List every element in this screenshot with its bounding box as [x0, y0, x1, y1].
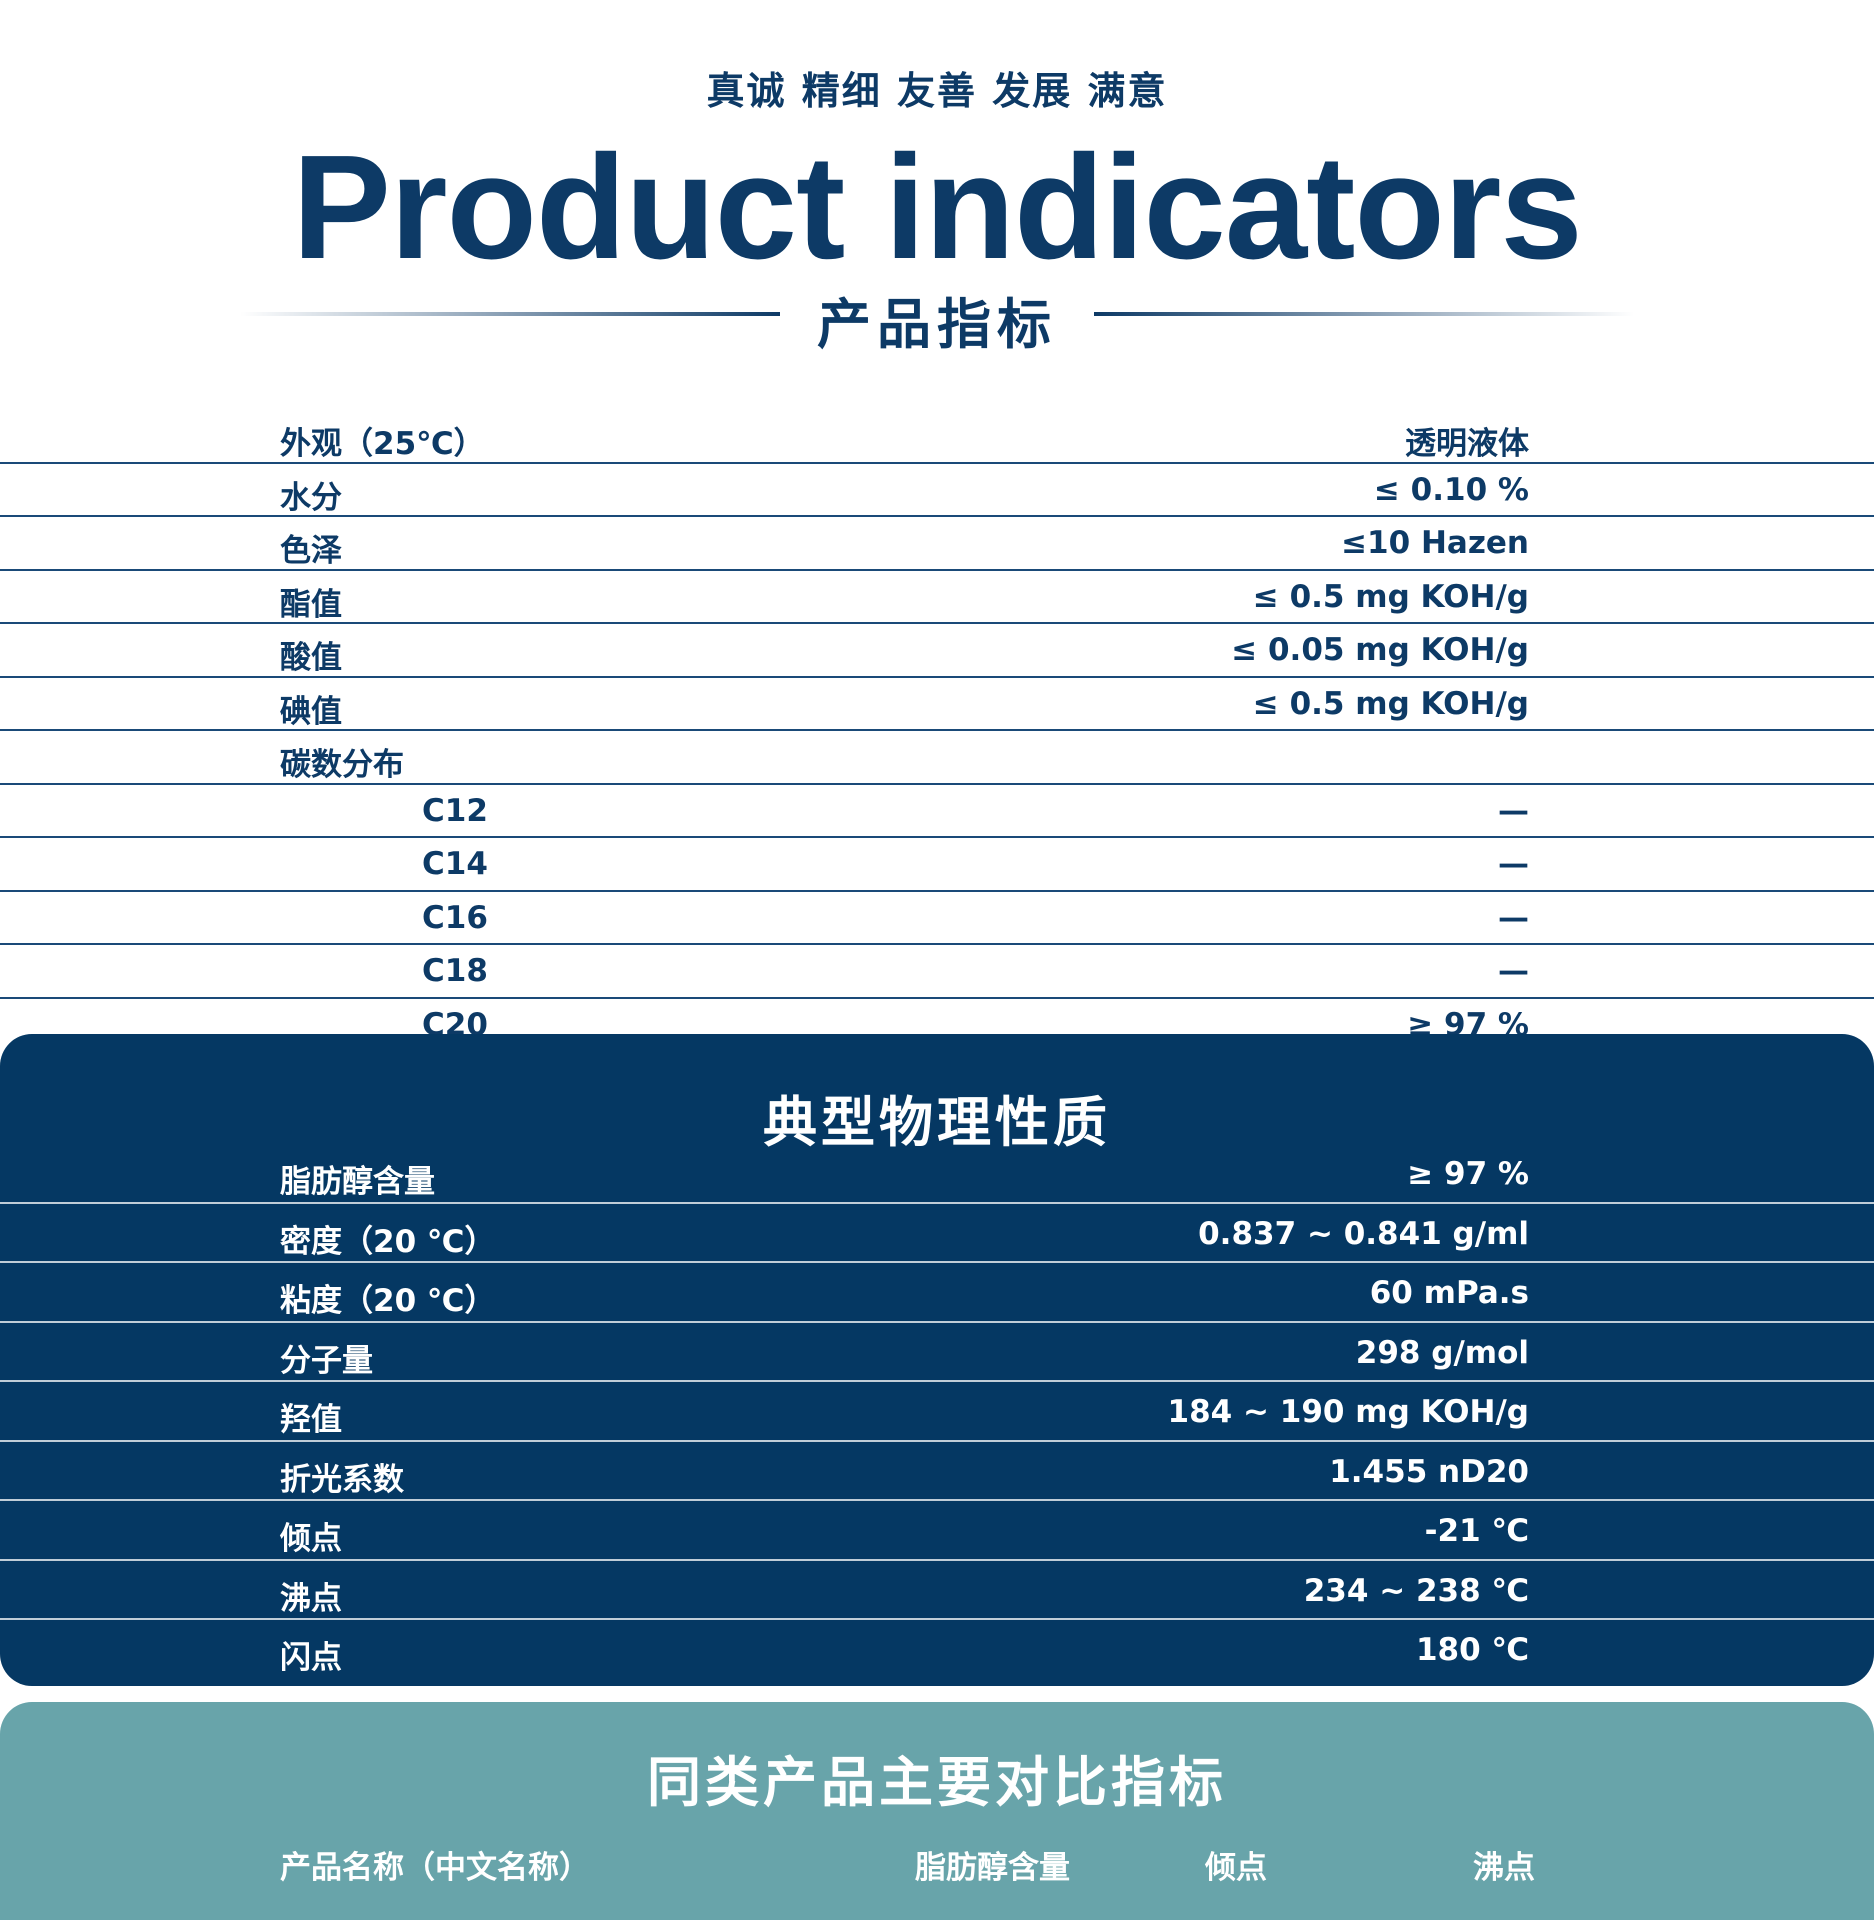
- column-header-fatty-alcohol: 脂肪醇含量: [915, 1850, 1070, 1886]
- spec-row: C18 —: [0, 945, 1874, 999]
- spec-row: C14 —: [0, 838, 1874, 892]
- property-row: 羟值 184 ~ 190 mg KOH/g: [0, 1382, 1874, 1442]
- property-row: 脂肪醇含量 ≥ 97 %: [0, 1144, 1874, 1204]
- spec-value: ≤ 0.5 mg KOH/g: [1252, 685, 1529, 722]
- property-label: 闪点: [280, 1640, 342, 1676]
- spec-label: 外观（25℃）: [280, 426, 485, 462]
- spec-row: C12 —: [0, 785, 1874, 838]
- spec-row: 外观（25℃） 透明液体: [0, 410, 1874, 464]
- property-value: 0.837 ~ 0.841 g/ml: [1198, 1215, 1529, 1252]
- property-label: 分子量: [280, 1342, 373, 1379]
- spec-value: ≤ 0.5 mg KOH/g: [1252, 578, 1529, 615]
- divider-left: [240, 312, 780, 316]
- spec-label: 色泽: [280, 533, 342, 569]
- spec-table: 外观（25℃） 透明液体 水分 ≤ 0.10 % 色泽 ≤10 Hazen 酯值…: [0, 410, 1874, 1050]
- page-title-cn: 产品指标: [817, 293, 1057, 356]
- spec-row: 酸值 ≤ 0.05 mg KOH/g: [0, 624, 1874, 678]
- property-value: 60 mPa.s: [1369, 1275, 1529, 1311]
- spec-value: ≤ 0.05 mg KOH/g: [1231, 632, 1529, 668]
- column-header-pour-point: 倾点: [1205, 1850, 1267, 1886]
- slogan: 真诚 精细 友善 发展 满意: [706, 69, 1168, 113]
- property-value: ≥ 97 %: [1407, 1156, 1529, 1192]
- spec-row: 碘值 ≤ 0.5 mg KOH/g: [0, 678, 1874, 731]
- property-row: 分子量 298 g/mol: [0, 1323, 1874, 1382]
- spec-label: 酯值: [280, 586, 342, 623]
- property-value: -21 ℃: [1424, 1513, 1529, 1549]
- spec-value: ≤ 0.10 %: [1373, 471, 1529, 508]
- spec-value: 透明液体: [1405, 426, 1529, 462]
- spec-value: —: [1498, 846, 1529, 882]
- physical-properties-table: 脂肪醇含量 ≥ 97 % 密度（20 ℃） 0.837 ~ 0.841 g/ml…: [0, 1144, 1874, 1678]
- property-label: 粘度（20 ℃）: [280, 1283, 496, 1319]
- comparison-panel: 同类产品主要对比指标 产品名称（中文名称） 脂肪醇含量 倾点 沸点: [0, 1702, 1874, 1920]
- spec-label: 碘值: [280, 693, 342, 730]
- spec-label: 酸值: [280, 640, 342, 676]
- column-header-product-name: 产品名称（中文名称）: [280, 1850, 590, 1886]
- physical-properties-title: 典型物理性质: [763, 1091, 1111, 1154]
- property-value: 1.455 nD20: [1329, 1453, 1529, 1490]
- property-value: 184 ~ 190 mg KOH/g: [1167, 1394, 1530, 1430]
- divider-right: [1094, 312, 1634, 316]
- column-header-boiling-point: 沸点: [1473, 1850, 1535, 1886]
- spec-value: —: [1498, 899, 1529, 936]
- property-label: 沸点: [280, 1580, 342, 1617]
- spec-label: C12: [422, 792, 488, 829]
- property-row: 闪点 180 ℃: [0, 1620, 1874, 1678]
- property-label: 羟值: [280, 1402, 342, 1438]
- property-label: 倾点: [280, 1521, 342, 1557]
- property-value: 180 ℃: [1415, 1632, 1529, 1668]
- property-row: 沸点 234 ~ 238 ℃: [0, 1561, 1874, 1620]
- physical-properties-panel: 典型物理性质 脂肪醇含量 ≥ 97 % 密度（20 ℃） 0.837 ~ 0.8…: [0, 1034, 1874, 1686]
- property-value: 234 ~ 238 ℃: [1303, 1572, 1529, 1609]
- property-row: 粘度（20 ℃） 60 mPa.s: [0, 1263, 1874, 1323]
- property-label: 密度（20 ℃）: [280, 1223, 496, 1260]
- spec-row: 色泽 ≤10 Hazen: [0, 517, 1874, 571]
- spec-value: —: [1498, 953, 1529, 989]
- spec-value: —: [1498, 792, 1529, 829]
- spec-label: C14: [422, 846, 488, 882]
- property-label: 折光系数: [280, 1461, 404, 1498]
- spec-row-carbon-distribution: 碳数分布: [0, 731, 1874, 785]
- spec-value: ≤10 Hazen: [1341, 525, 1529, 561]
- spec-row: 水分 ≤ 0.10 %: [0, 464, 1874, 517]
- property-value: 298 g/mol: [1355, 1334, 1529, 1371]
- page-title-en: Product indicators: [292, 125, 1583, 290]
- comparison-title: 同类产品主要对比指标: [647, 1751, 1227, 1814]
- subtitle-block: 产品指标: [240, 280, 1634, 356]
- spec-label: C18: [422, 953, 488, 989]
- spec-label: 水分: [280, 479, 342, 516]
- property-label: 脂肪醇含量: [280, 1164, 435, 1200]
- spec-row: 酯值 ≤ 0.5 mg KOH/g: [0, 571, 1874, 624]
- property-row: 折光系数 1.455 nD20: [0, 1442, 1874, 1501]
- property-row: 倾点 -21 ℃: [0, 1501, 1874, 1561]
- spec-label: C16: [422, 899, 488, 936]
- spec-row: C16 —: [0, 892, 1874, 945]
- spec-label: 碳数分布: [280, 747, 404, 783]
- property-row: 密度（20 ℃） 0.837 ~ 0.841 g/ml: [0, 1204, 1874, 1263]
